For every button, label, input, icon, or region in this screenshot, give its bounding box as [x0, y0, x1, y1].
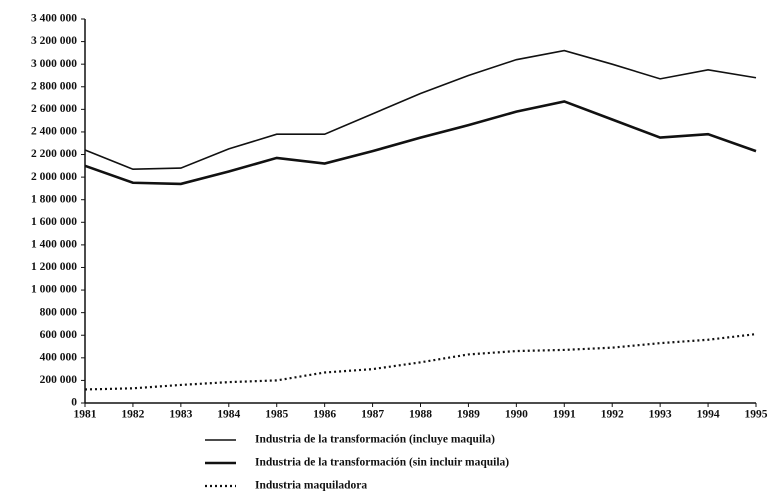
- y-tick-label: 2 800 000: [31, 80, 77, 92]
- x-tick-label: 1988: [409, 409, 432, 421]
- series-line: [84, 333, 757, 391]
- x-tick-label: 1994: [697, 409, 720, 421]
- y-tick-label: 800 000: [40, 306, 78, 318]
- x-tick-label: 1987: [361, 409, 384, 421]
- series-line: [84, 49, 757, 171]
- y-tick-label: 600 000: [40, 329, 78, 341]
- x-tick-label: 1995: [745, 409, 768, 421]
- y-tick-label: 3 200 000: [31, 35, 77, 47]
- y-tick-label: 2 400 000: [31, 126, 77, 138]
- y-tick-label: 1 000 000: [31, 284, 77, 296]
- y-tick-label: 2 200 000: [31, 148, 77, 160]
- x-tick-label: 1981: [74, 409, 97, 421]
- legend-label: Industria de la transformación (sin incl…: [255, 457, 509, 469]
- series-line: [84, 100, 757, 186]
- x-tick-label: 1982: [121, 409, 144, 421]
- y-tick-label: 2 000 000: [31, 171, 77, 183]
- x-tick-label: 1984: [217, 409, 240, 421]
- y-tick-label: 200 000: [40, 374, 78, 386]
- y-tick-label: 2 600 000: [31, 103, 77, 115]
- y-tick-label: 0: [71, 397, 77, 409]
- y-tick-label: 3 400 000: [31, 13, 77, 25]
- x-tick-label: 1992: [601, 409, 624, 421]
- x-tick-label: 1989: [457, 409, 480, 421]
- y-tick-label: 3 000 000: [31, 58, 77, 70]
- x-tick-label: 1990: [505, 409, 528, 421]
- legend-label: Industria de la transformación (incluye …: [255, 434, 495, 446]
- x-tick-label: 1993: [649, 409, 672, 421]
- y-tick-label: 400 000: [40, 351, 78, 363]
- y-tick-label: 1 800 000: [31, 193, 77, 205]
- x-tick-label: 1983: [169, 409, 192, 421]
- x-tick-label: 1985: [265, 409, 288, 421]
- y-tick-label: 1 400 000: [31, 239, 77, 251]
- y-tick-label: 1 600 000: [31, 216, 77, 228]
- y-tick-label: 1 200 000: [31, 261, 77, 273]
- x-tick-label: 1991: [553, 409, 576, 421]
- legend-label: Industria maquiladora: [255, 480, 367, 491]
- x-tick-label: 1986: [313, 409, 336, 421]
